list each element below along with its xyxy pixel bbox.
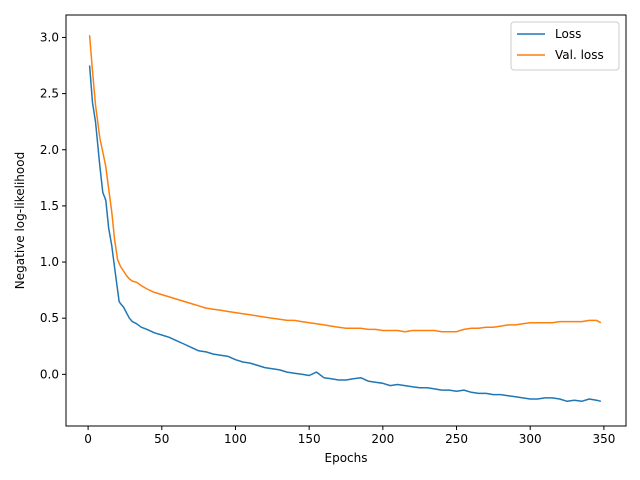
x-tick-label: 250: [445, 432, 468, 446]
x-axis-label: Epochs: [325, 451, 368, 465]
y-tick-label: 2.5: [40, 87, 59, 101]
legend-label-1: Loss: [555, 27, 581, 41]
x-tick-label: 200: [371, 432, 394, 446]
x-tick-label: 150: [298, 432, 321, 446]
legend: Loss Val. loss: [510, 21, 620, 71]
y-tick-label: 0.0: [40, 367, 59, 381]
x-tick-label: 0: [84, 432, 92, 446]
x-tick-label: 100: [224, 432, 247, 446]
series-line-1: [88, 65, 602, 403]
y-tick-label: 2.0: [40, 143, 59, 157]
x-tick-label: 300: [519, 432, 542, 446]
y-tick-label: 1.5: [40, 199, 59, 213]
x-axis: 0 50 100 150 200 250 300 350: [84, 426, 615, 446]
y-axis-label: Negative log-likelihood: [13, 152, 27, 289]
x-tick-label: 50: [154, 432, 169, 446]
legend-label-2: Val. loss: [555, 48, 604, 62]
y-tick-label: 3.0: [40, 30, 59, 44]
series-layer: [88, 35, 602, 403]
series-line-2: [88, 35, 602, 333]
x-tick-label: 350: [592, 432, 615, 446]
y-axis: 0.0 0.5 1.0 1.5 2.0 2.5 3.0: [40, 30, 66, 381]
y-tick-label: 0.5: [40, 311, 59, 325]
plot-frame: [65, 14, 627, 427]
y-tick-label: 1.0: [40, 255, 59, 269]
